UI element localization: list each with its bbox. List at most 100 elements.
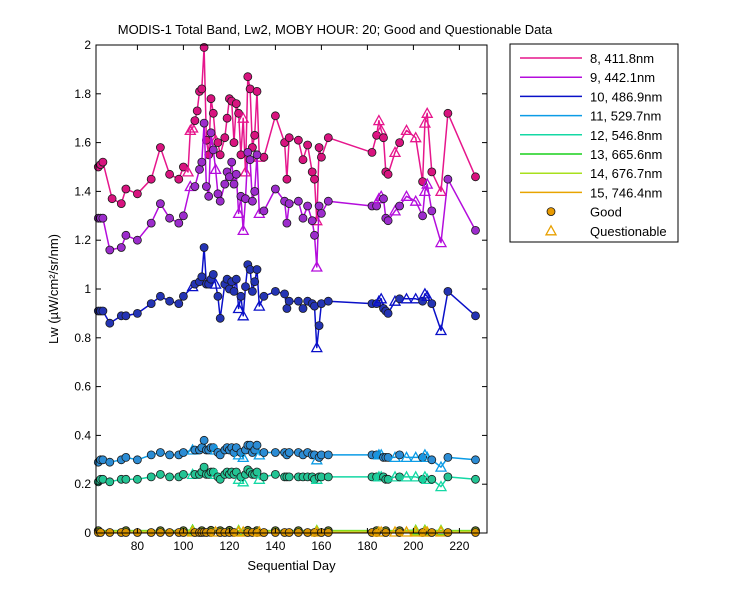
good-point [427,206,437,216]
questionable-point [409,131,422,143]
good-point [201,182,211,191]
legend-label: 9, 442.1nm [590,70,655,85]
good-point [165,213,175,223]
questionable-point [400,470,413,482]
good-point [206,94,216,104]
good-point [443,174,453,184]
good-point [245,155,255,165]
good-point [146,472,156,482]
good-point [443,286,453,296]
questionable-point [418,470,432,482]
good-point [284,199,294,209]
good-point [213,291,223,301]
x-tick-label: 180 [357,539,377,553]
good-point [215,313,225,323]
good-point [190,116,200,125]
good-point [178,291,188,301]
series-group [93,243,480,353]
good-point [132,455,142,465]
x-tick-label: 100 [173,539,193,553]
good-point [282,218,292,228]
questionable-point [239,165,252,177]
good-point [222,113,232,123]
y-tick-label: 0 [84,526,91,540]
questionable-point [237,111,250,123]
good-point [383,308,393,318]
good-point [165,169,175,179]
good-point [298,304,308,313]
legend-label: 11, 529.7nm [590,109,661,124]
good-point [303,140,313,150]
good-point [316,152,326,162]
good-point [443,472,453,482]
questionable-point [409,451,422,463]
good-point [250,277,260,287]
good-point [298,213,308,223]
legend-label: 12, 546.8nm [590,128,662,143]
y-tick-label: 2 [84,38,91,52]
legend: 8, 411.8nm 9, 442.1nm 10, 486.9nm 11, 529.7… [509,43,679,243]
y-tick-label: 1.8 [74,87,91,101]
good-point [280,289,290,299]
good-point [208,145,218,155]
good-point [178,448,188,457]
good-point [284,448,294,457]
good-point [314,201,324,211]
good-point [259,448,269,457]
y-axis-label: Lw (µW/cm²/sr/nm) [46,234,61,344]
good-point [229,179,239,189]
good-point [199,118,209,128]
good-point [121,311,131,321]
good-point [178,469,188,479]
good-point [259,472,269,482]
good-point [190,182,200,191]
questionable-point [409,470,422,482]
good-point [229,286,239,296]
good-point [121,184,131,194]
questionable-point [409,292,422,304]
good-point [471,311,480,321]
y-tick-label: 1.2 [74,233,91,247]
x-tick-label: 140 [265,539,285,553]
good-point [284,296,294,306]
good-point [146,299,156,309]
questionable-point [375,292,388,304]
questionable-point [184,124,197,136]
good-point [471,474,480,484]
questionable-point [418,287,432,299]
questionable-point [237,309,250,321]
legend-questionable-label: Questionable [590,224,667,239]
good-point [155,199,165,209]
good-point [282,304,292,313]
legend-label: 10, 486.9nm [590,89,662,104]
good-point [247,196,257,206]
good-point [303,201,313,211]
questionable-point [418,116,432,128]
good-point [252,150,262,160]
good-point [132,474,142,484]
good-point [383,216,393,226]
good-point [395,201,405,211]
good-point [132,308,142,318]
good-point [418,211,428,221]
good-point [155,469,165,479]
good-point [192,106,202,116]
legend-label: 13, 665.6nm [590,147,662,162]
questionable-point [237,475,250,487]
chart-title: MODIS-1 Total Band, Lw2, MOBY HOUR: 20; … [118,22,553,37]
x-axis-label: Sequential Day [247,558,336,573]
questionable-point [434,480,448,492]
good-point [98,157,108,167]
x-tick-label: 160 [311,539,331,553]
questionable-point [209,163,222,175]
legend-label: 8, 411.8nm [590,51,654,66]
good-point [165,472,175,482]
good-point [213,189,223,199]
good-point [471,172,480,182]
series-group [93,118,480,272]
good-point [383,169,393,179]
good-point [132,189,142,199]
good-point [443,452,453,462]
good-point [116,199,126,209]
